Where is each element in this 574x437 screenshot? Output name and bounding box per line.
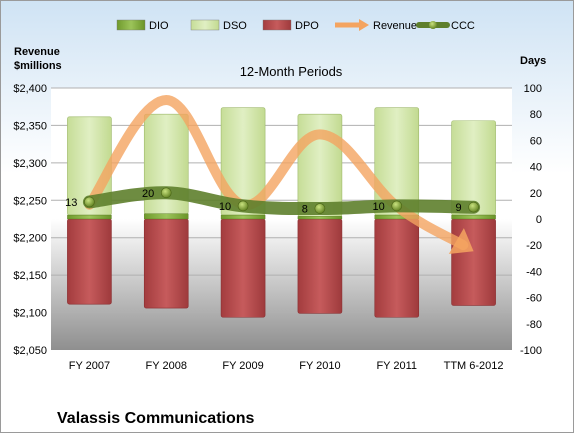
dpo-bar (67, 218, 112, 305)
legend-label: DSO (223, 20, 247, 32)
left-tick-label: $2,350 (13, 120, 47, 132)
right-tick-label: 100 (524, 83, 542, 95)
category-labels: FY 2007 FY 2008 FY 2009 FY 2010 FY 2011 TTM 6… (69, 360, 504, 372)
ccc-point (391, 200, 403, 212)
plot-area (51, 88, 512, 350)
right-tick-label: 60 (530, 135, 542, 147)
dpo-bar (297, 218, 343, 314)
revenue-arrowhead (448, 228, 474, 255)
left-tick-label: $2,100 (13, 308, 47, 320)
dpo-bar (143, 218, 189, 309)
right-tick-label: 20 (530, 188, 542, 200)
right-tick-label: -100 (520, 345, 542, 357)
chart-legend: DIO DSO DPO Revenue CCC (116, 19, 475, 32)
dpo-legend-swatch (262, 19, 292, 31)
x-tick-label: FY 2008 (146, 360, 187, 372)
left-axis-label-line2: $millions (14, 60, 62, 72)
ccc-point (237, 200, 249, 212)
dio-bar (67, 214, 112, 220)
dpo-bar (220, 218, 266, 318)
legend-label: DPO (295, 20, 319, 32)
ccc-data-label: 9 (455, 202, 461, 214)
ccc-point (468, 201, 479, 213)
right-tick-label: -40 (526, 266, 542, 278)
left-tick-label: $2,250 (13, 195, 47, 207)
x-tick-label: FY 2010 (299, 360, 340, 372)
left-axis-label-line1: Revenue (14, 46, 60, 58)
ccc-data-label: 20 (142, 188, 154, 200)
ccc-data-label: 10 (219, 201, 231, 213)
x-tick-label: FY 2011 (376, 360, 417, 372)
dio-bar (451, 214, 496, 220)
x-tick-label: TTM 6-2012 (444, 360, 504, 372)
left-tick-label: $2,300 (13, 158, 47, 170)
company-name: Valassis Communications (57, 410, 255, 427)
left-tick-label: $2,150 (13, 270, 47, 282)
ccc-point (314, 203, 326, 214)
legend-label: DIO (149, 20, 169, 32)
left-tick-label: $2,050 (13, 345, 47, 357)
dio-bar (297, 216, 343, 220)
ccc-point (160, 187, 172, 199)
right-tick-label: -60 (526, 293, 542, 305)
right-tick-label: -80 (526, 319, 542, 331)
ccc-data-label: 13 (65, 197, 77, 209)
ccc-point (84, 196, 95, 208)
ccc-line (82, 186, 481, 216)
revenue-legend-arrow-icon (359, 19, 369, 31)
chart-title: 12-Month Periods (240, 64, 343, 79)
right-tick-label: 80 (530, 109, 542, 121)
right-tick-label: -20 (526, 240, 542, 252)
dpo-bar (374, 218, 420, 318)
right-tick-label: 40 (530, 162, 542, 174)
left-tick-label: $2,200 (13, 233, 47, 245)
right-tick-label: 0 (536, 214, 542, 226)
right-axis-ticks: -100 -80 -60 -40 -20 0 20 40 60 80 100 (520, 83, 542, 357)
ccc-data-label: 8 (302, 204, 308, 216)
dio-bar (220, 214, 266, 220)
legend-label: CCC (451, 20, 475, 32)
dio-legend-swatch (116, 19, 146, 31)
left-axis-ticks: $2,050 $2,100 $2,150 $2,200 $2,250 $2,300 $2,3… (13, 83, 47, 357)
right-axis-label: Days (520, 55, 546, 67)
dso-bar (374, 107, 420, 216)
dso-legend-swatch (190, 19, 220, 31)
ccc-data-label: 10 (373, 201, 385, 213)
ccc-legend-marker (429, 21, 437, 29)
left-tick-label: $2,400 (13, 83, 47, 95)
x-tick-label: FY 2007 (69, 360, 110, 372)
dio-bar (144, 213, 189, 220)
ccc-series: 13 20 10 8 10 9 (65, 186, 481, 216)
x-tick-label: FY 2009 (222, 360, 263, 372)
legend-label: Revenue (373, 20, 417, 32)
dpo-bar (451, 218, 496, 306)
